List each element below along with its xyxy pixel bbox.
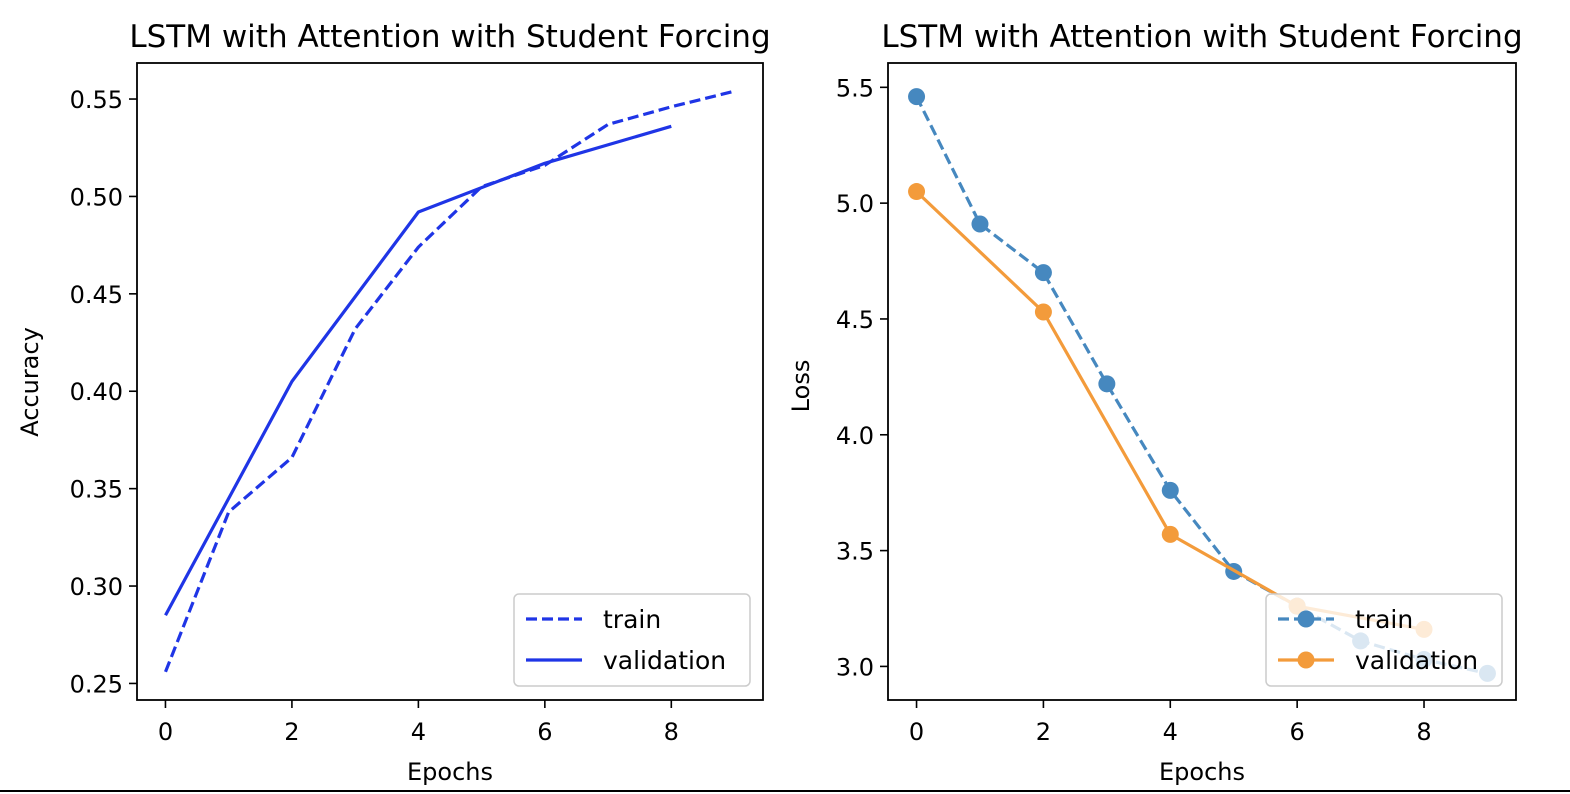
chart-title: LSTM with Attention with Student Forcing [881, 19, 1522, 55]
data-point-validation [1034, 303, 1052, 321]
x-tick-label: 0 [158, 718, 173, 746]
y-tick-label: 4.0 [836, 422, 874, 450]
y-tick-label: 0.55 [70, 86, 123, 114]
series-line-validation [164, 124, 672, 617]
y-tick-label: 3.5 [836, 538, 874, 566]
x-tick-label: 6 [537, 718, 552, 746]
chart-title: LSTM with Attention with Student Forcing [129, 19, 770, 55]
y-axis-label: Accuracy [16, 327, 44, 437]
plot-area-frame [887, 62, 1517, 701]
y-tick-label: 0.25 [70, 670, 123, 698]
legend-marker-validation [1297, 651, 1315, 669]
x-tick-label: 4 [411, 718, 426, 746]
loss-chart: LSTM with Attention with Student Forcing… [787, 19, 1523, 786]
legend-box [1265, 593, 1503, 687]
y-tick-label: 4.5 [836, 306, 874, 334]
y-tick-label: 0.40 [70, 378, 123, 406]
x-tick-label: 2 [1036, 718, 1051, 746]
x-axis-label: Epochs [1159, 758, 1245, 786]
x-tick-label: 0 [909, 718, 924, 746]
x-tick-label: 2 [284, 718, 299, 746]
y-tick-label: 5.0 [836, 190, 874, 218]
x-tick-label: 8 [664, 718, 679, 746]
x-tick-label: 4 [1163, 718, 1178, 746]
y-tick-label: 0.45 [70, 281, 123, 309]
accuracy-chart: LSTM with Attention with Student Forcing… [16, 19, 771, 786]
y-tick-label: 5.5 [836, 74, 874, 102]
legend-label-train: train [1355, 605, 1413, 634]
legend-label-train: train [603, 605, 661, 634]
legend-box [513, 593, 751, 687]
series-line-train [164, 89, 735, 673]
x-axis-label: Epochs [407, 758, 493, 786]
data-point-train [1098, 375, 1116, 393]
legend-label-validation: validation [603, 646, 726, 675]
y-tick-label: 3.0 [836, 653, 874, 681]
data-point-train [971, 215, 989, 233]
y-axis-label: Loss [787, 360, 815, 413]
legend-label-validation: validation [1355, 646, 1478, 675]
legend-marker-train [1297, 610, 1315, 628]
x-tick-label: 8 [1416, 718, 1431, 746]
data-point-validation [908, 183, 926, 201]
data-point-validation [1161, 525, 1179, 543]
y-tick-label: 0.50 [70, 183, 123, 211]
x-tick-label: 6 [1290, 718, 1305, 746]
data-point-train [908, 88, 926, 106]
y-tick-label: 0.35 [70, 476, 123, 504]
data-point-train [1161, 481, 1179, 499]
y-tick-label: 0.30 [70, 573, 123, 601]
plot-area-frame [136, 62, 764, 701]
data-point-train [1034, 264, 1052, 282]
